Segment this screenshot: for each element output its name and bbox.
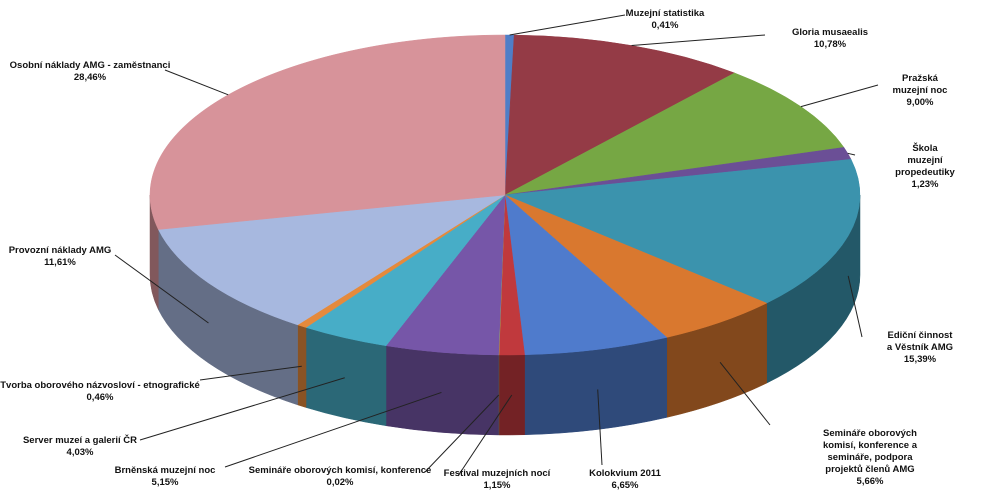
leader-line [424, 394, 500, 473]
data-label: Tvorba oborového názvosloví - etnografic… [0, 380, 200, 404]
slice [504, 194, 768, 338]
slice [157, 194, 506, 326]
leader-line [847, 152, 856, 156]
leader-line [139, 377, 345, 441]
label-value: 0,41% [651, 20, 679, 31]
data-label: Muzejní statistika 0,41% [626, 8, 705, 32]
label-value: 6,65% [611, 480, 639, 491]
data-label: Festival muzejních nocí 1,15% [444, 468, 551, 492]
data-label: Pražská muzejní noc 9,00% [886, 73, 954, 109]
slice [504, 159, 861, 304]
label-category: Gloria musaealis [791, 27, 869, 38]
data-label: Brněnská muzejní noc 5,15% [115, 465, 216, 489]
leader-line [164, 69, 229, 96]
label-category: Ediční činnost a Věstník AMG [886, 330, 954, 353]
label-value: 1,15% [483, 480, 511, 491]
label-category: Brněnská muzejní noc [114, 465, 216, 476]
leader-line [719, 361, 771, 426]
data-label: Semináře oborových komisí, konference 0,0… [249, 465, 432, 489]
leader-line [114, 254, 209, 324]
data-label: Provozní náklady AMG 11,61% [9, 245, 112, 269]
leaders [114, 14, 879, 477]
slice [149, 34, 506, 230]
leader-line [457, 394, 513, 477]
leader-line [224, 391, 442, 468]
data-label: Gloria musaealis 10,78% [792, 27, 868, 51]
label-value: 0,46% [86, 392, 114, 403]
label-value: 15,39% [903, 354, 937, 365]
label-category: Osobní náklady AMG - zaměstnanci [9, 60, 171, 71]
label-value: 11,61% [44, 257, 76, 268]
leader-line [847, 275, 863, 338]
label-category: Semináře oborových komisí, konference [248, 465, 432, 476]
slice-side [385, 345, 499, 436]
label-category: Festival muzejních nocí [443, 468, 551, 479]
label-value: 9,00% [906, 97, 934, 108]
sides [149, 194, 861, 436]
label-category: Semináře oborových komisí, konference a … [823, 428, 917, 475]
label-value: 5,15% [151, 477, 179, 488]
label-value: 28,46% [73, 72, 107, 83]
leader-line [631, 34, 766, 47]
leader-line [597, 389, 603, 466]
label-value: 1,23% [911, 179, 939, 190]
leader-line [509, 14, 626, 36]
label-category: Pražská muzejní noc [892, 73, 948, 96]
label-category: Server muzeí a galerií ČR [22, 435, 138, 446]
label-category: Škola muzejní propedeutiky [895, 143, 955, 178]
label-value: 0,02% [326, 477, 354, 488]
data-label: Osobní náklady AMG - zaměstnanci 28,46% [10, 60, 171, 84]
label-category: Kolokvium 2011 [589, 468, 661, 479]
label-category: Provozní náklady AMG [8, 245, 112, 256]
label-category: Tvorba oborového názvosloví - etnografic… [0, 380, 200, 391]
label-category: Muzejní statistika [625, 8, 705, 19]
data-label: Kolokvium 2011 6,65% [589, 468, 661, 492]
label-value: 5,66% [856, 476, 884, 487]
slice-side [498, 354, 525, 436]
slice [504, 194, 668, 356]
data-label: Škola muzejní propedeutiky 1,23% [894, 143, 957, 191]
label-value: 4,03% [66, 447, 94, 458]
leader-line [800, 84, 879, 108]
leader-line [199, 365, 302, 381]
data-label: Semináře oborových komisí, konference a … [811, 428, 929, 488]
data-label: Server muzeí a galerií ČR 4,03% [23, 435, 137, 459]
tops [149, 34, 861, 356]
slice [504, 72, 845, 196]
label-value: 10,78% [813, 39, 847, 50]
data-label: Ediční činnost a Věstník AMG 15,39% [886, 330, 954, 366]
